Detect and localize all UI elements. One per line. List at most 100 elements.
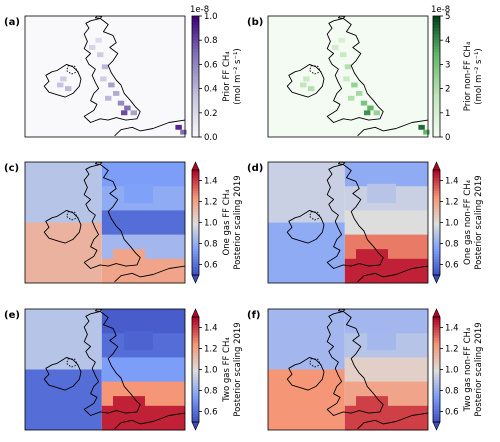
colorbar-segment: [192, 112, 199, 117]
coastline-great-britain: [326, 163, 384, 269]
colorbar-tick-label: 0.8: [204, 387, 218, 397]
coastline-france: [357, 119, 429, 137]
colorbar-segment: [192, 121, 199, 126]
colorbar-segment: [433, 330, 440, 334]
colorbar-segment: [192, 34, 199, 38]
colorbar-segment: [433, 345, 440, 350]
colorbar-segment: [433, 414, 440, 418]
colorbar-segment: [192, 390, 199, 394]
colorbar-tick-label: 1.0: [445, 366, 459, 376]
colorbar-segment: [192, 356, 199, 360]
coastline-ireland: [286, 63, 325, 98]
map-region-east: [101, 357, 185, 383]
colorbar-segment: [192, 243, 199, 247]
colorbar-tick-label: 0: [445, 133, 450, 143]
map-cell: [89, 45, 96, 50]
map-frame: [267, 15, 429, 138]
colorbar-segment: [433, 340, 440, 344]
colorbar-segment: [433, 22, 440, 26]
coastline-ireland: [286, 209, 325, 244]
map-region-west-north: [25, 162, 102, 223]
colorbar-segment: [433, 180, 440, 184]
colorbar-segment: [192, 212, 199, 216]
colorbar-segment: [433, 201, 440, 205]
map-cell: [348, 95, 355, 101]
colorbar-segment: [192, 348, 199, 352]
map-frame: [24, 15, 186, 138]
colorbar-segment: [433, 348, 440, 352]
colorbar-label: Posterior scaling 2019: [474, 322, 484, 416]
map-cell: [121, 110, 128, 116]
colorbar-segment: [192, 332, 199, 336]
colorbar-segment: [433, 351, 440, 355]
coastline-ireland: [43, 63, 82, 98]
colorbar-segment: [433, 58, 440, 62]
colorbar-tick-label: 0.4: [204, 85, 218, 95]
colorbar-segment: [433, 16, 440, 20]
colorbar-segment: [433, 85, 440, 90]
colorbar-segment: [433, 94, 440, 99]
border-northern-ireland: [309, 358, 322, 368]
colorbar-segment: [433, 272, 440, 276]
colorbar-segment: [192, 393, 199, 397]
map-cell: [423, 129, 430, 135]
border-northern-ireland: [66, 358, 79, 368]
colorbar-segment: [192, 387, 199, 392]
colorbar-segment: [192, 406, 199, 410]
colorbar-tick-label: 0.6: [204, 261, 218, 271]
map-frame: [267, 161, 429, 284]
colorbar-segment: [433, 49, 440, 53]
map-region-west-north: [268, 162, 345, 223]
colorbar-segment: [192, 198, 199, 203]
colorbar-segment: [192, 398, 199, 402]
colorbar-segment: [433, 319, 440, 323]
map-cell: [124, 105, 131, 111]
border-northern-ireland: [309, 211, 322, 221]
colorbar-segment: [433, 246, 440, 250]
map-cell: [117, 100, 125, 106]
colorbar-segment: [433, 115, 440, 120]
colorbar-segment: [192, 175, 199, 179]
colorbar-segment: [433, 254, 440, 258]
colorbar-segment: [192, 58, 199, 62]
colorbar-segment: [192, 251, 199, 255]
colorbar-tick-label: 1.0: [204, 219, 218, 229]
colorbar-tick-label: 0.8: [445, 240, 459, 250]
colorbar-segment: [192, 133, 199, 138]
colorbar-segment: [433, 196, 440, 200]
colorbar-tick-label: 2: [445, 85, 450, 95]
colorbar-segment: [192, 319, 199, 323]
map-cell: [113, 249, 145, 267]
colorbar-segment: [433, 79, 440, 84]
colorbar-segment: [192, 40, 199, 44]
colorbar-segment: [192, 377, 199, 381]
map-cell: [97, 52, 104, 58]
colorbar-segment: [433, 227, 440, 231]
colorbar-segment: [433, 34, 440, 38]
colorbar-segment: [192, 196, 199, 200]
colorbar-segment: [192, 115, 199, 120]
coastline-ireland: [43, 209, 82, 244]
colorbar-segment: [192, 52, 199, 56]
map-cell: [367, 183, 396, 204]
map-region-west-south: [25, 222, 102, 283]
colorbar-tick-label: 0.6: [445, 261, 459, 271]
coastline-france: [114, 119, 186, 137]
map-cell: [356, 396, 388, 414]
colorbar-segment: [433, 19, 440, 23]
colorbar-segment: [192, 330, 199, 334]
colorbar-label: Two gas FF CH₄: [222, 337, 232, 403]
colorbar-segment: [192, 382, 199, 386]
map-cell: [351, 82, 358, 88]
coastline-france: [357, 265, 429, 283]
colorbar-segment: [433, 240, 440, 245]
map-cell: [367, 105, 374, 111]
colorbar-segment: [192, 256, 199, 260]
map-region-east: [344, 210, 428, 236]
colorbar-segment: [433, 390, 440, 394]
map-region-west-north: [268, 309, 345, 370]
colorbar-tick-label: 0.0: [204, 133, 218, 143]
colorbar-segment: [192, 343, 199, 347]
map-cell: [108, 82, 115, 88]
map-cell: [360, 100, 368, 106]
